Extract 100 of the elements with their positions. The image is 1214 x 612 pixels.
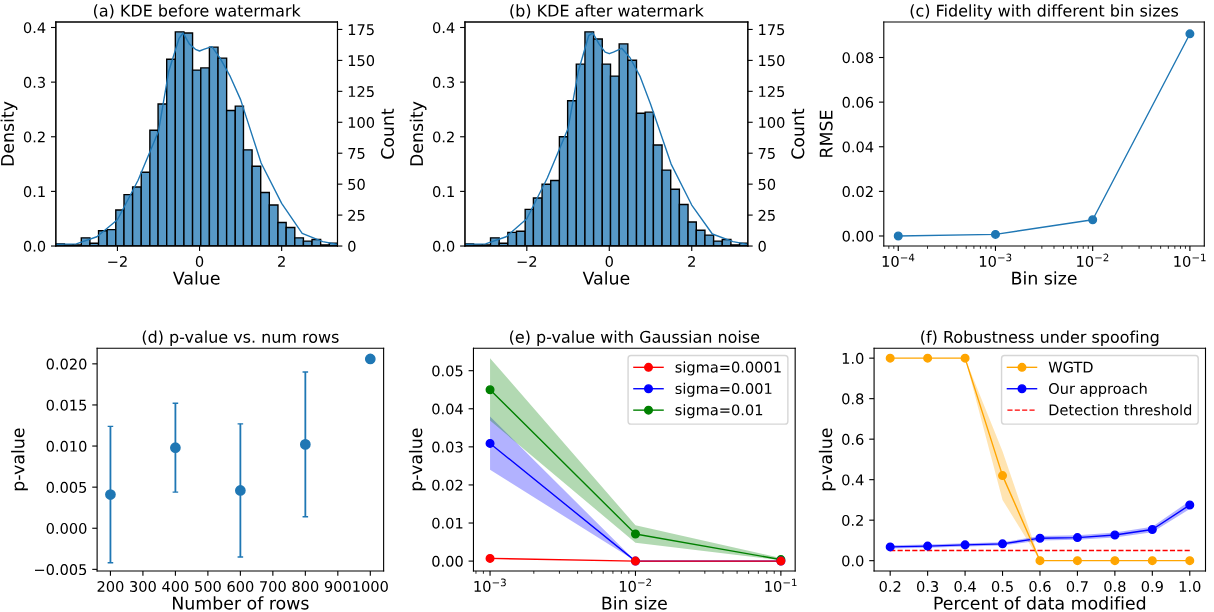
y-axis-title: p-value bbox=[818, 428, 836, 491]
y-tick-label: 0.020 bbox=[46, 358, 87, 370]
y-tick-label: 0.015 bbox=[46, 399, 87, 411]
x-tick-label: 0.4 bbox=[954, 580, 976, 593]
y-axis-title: Density bbox=[0, 101, 18, 166]
y2-tick-label: 125 bbox=[348, 86, 374, 98]
y2-tick-label: 150 bbox=[759, 55, 785, 67]
y-tick-label: 0.03 bbox=[432, 441, 463, 453]
x-tick-label: 200 bbox=[97, 580, 124, 593]
y-tick-label: 0.02 bbox=[842, 186, 873, 198]
y-tick-label: 0.005 bbox=[46, 481, 87, 493]
y-tick-label: 0.3 bbox=[23, 76, 45, 88]
y-tick-label: 0.06 bbox=[842, 96, 874, 108]
y-tick-label: 0.6 bbox=[842, 433, 864, 445]
y-axis-title: p-value bbox=[11, 428, 28, 491]
x-tick-label: 1000 bbox=[353, 580, 388, 593]
x-tick-label: 1.0 bbox=[1179, 580, 1201, 593]
y-tick-label: 0.1 bbox=[433, 186, 454, 198]
x-axis-title: Value bbox=[172, 271, 220, 285]
legend-label: WGTD bbox=[1048, 361, 1093, 373]
chart-title: (f) Robustness under spoofing bbox=[921, 330, 1159, 346]
y2-tick-label: 75 bbox=[758, 148, 775, 159]
y-tick-label: 0.0 bbox=[23, 240, 46, 252]
y2-axis-title: Count bbox=[791, 108, 805, 159]
y2-tick-label: 25 bbox=[758, 209, 775, 221]
x-tick-label: −2 bbox=[108, 256, 127, 267]
legend-label: sigma=0.01 bbox=[675, 404, 763, 419]
x-tick-label: 600 bbox=[227, 580, 254, 593]
y2-tick-label: 0 bbox=[758, 240, 766, 252]
chart-title: (d) p-value vs. num rows bbox=[142, 330, 339, 346]
x-tick-label: 0.3 bbox=[917, 580, 939, 593]
y2-tick-label: 150 bbox=[348, 55, 375, 67]
x-tick-label: 2 bbox=[278, 256, 285, 267]
x-axis-title: Bin size bbox=[1012, 271, 1077, 285]
x-tick-label: 800 bbox=[292, 580, 319, 593]
y-tick-label: 0.2 bbox=[433, 131, 454, 143]
y-axis-title: Density bbox=[409, 101, 427, 166]
x-tick-label: 10$^{−4}$ bbox=[882, 253, 915, 267]
x-tick-label: 10$^{−1}$ bbox=[1174, 253, 1206, 267]
chart-title: (e) p-value with Gaussian noise bbox=[510, 330, 760, 346]
x-tick-label: 900 bbox=[324, 580, 351, 593]
y-tick-label: 0.0 bbox=[433, 240, 455, 252]
y2-tick-label: 75 bbox=[348, 148, 365, 159]
x-tick-label: −2 bbox=[517, 256, 537, 267]
x-tick-label: 0.6 bbox=[1029, 580, 1051, 593]
y-tick-label: 0.0 bbox=[842, 555, 864, 567]
y-tick-label: 0.010 bbox=[46, 440, 87, 452]
x-tick-label: 10$^{−3}$ bbox=[979, 253, 1012, 267]
y2-tick-label: 100 bbox=[348, 116, 375, 129]
y-tick-label: 0.04 bbox=[432, 403, 463, 415]
x-tick-label: 0.7 bbox=[1066, 580, 1088, 593]
y-tick-label: −0.005 bbox=[34, 564, 87, 576]
x-axis-title: Number of rows bbox=[173, 596, 309, 610]
y-tick-label: 0.00 bbox=[432, 555, 463, 567]
x-tick-label: 400 bbox=[162, 580, 189, 593]
y-tick-label: 0.01 bbox=[432, 517, 463, 529]
chart-title: (b) KDE after watermark bbox=[510, 4, 704, 19]
x-tick-label: 10$^{−3}$ bbox=[474, 578, 506, 592]
chart-title: (a) KDE before watermark bbox=[93, 4, 301, 19]
y-tick-label: 0.000 bbox=[46, 522, 87, 534]
y-tick-label: 0.02 bbox=[432, 479, 463, 491]
y-tick-label: 0.05 bbox=[432, 365, 463, 377]
y2-axis-title: Count bbox=[380, 108, 395, 159]
y-tick-label: 0.3 bbox=[433, 76, 455, 88]
x-tick-label: 10$^{−1}$ bbox=[765, 578, 797, 592]
y-tick-label: 0.1 bbox=[23, 186, 45, 198]
x-tick-label: 500 bbox=[195, 580, 221, 593]
y-axis-title: p-value bbox=[408, 428, 426, 491]
x-tick-label: 0.2 bbox=[879, 580, 901, 593]
x-tick-label: 2 bbox=[688, 256, 695, 267]
y2-tick-label: 100 bbox=[759, 116, 785, 129]
legend-label: sigma=0.001 bbox=[675, 382, 772, 397]
y2-tick-label: 50 bbox=[758, 178, 776, 190]
chart-title: (c) Fidelity with different bin sizes bbox=[910, 4, 1179, 20]
y-tick-label: 0.2 bbox=[23, 131, 45, 143]
x-tick-label: 0 bbox=[605, 256, 613, 268]
x-tick-label: 10$^{−2}$ bbox=[1077, 253, 1109, 267]
x-axis-title: Percent of data modified bbox=[934, 596, 1146, 610]
legend-label: Our approach bbox=[1049, 382, 1147, 397]
y-tick-label: 0.08 bbox=[842, 52, 874, 64]
x-tick-label: 700 bbox=[260, 580, 286, 593]
y-tick-label: 0.8 bbox=[842, 393, 864, 405]
y2-tick-label: 125 bbox=[759, 86, 785, 98]
x-axis-title: Bin size bbox=[602, 596, 667, 610]
x-tick-label: 0.5 bbox=[991, 580, 1013, 593]
y-tick-label: 1.0 bbox=[842, 352, 864, 364]
y2-tick-label: 175 bbox=[348, 24, 374, 36]
y-tick-label: 0.4 bbox=[23, 22, 46, 34]
y2-tick-label: 175 bbox=[759, 24, 785, 36]
y2-tick-label: 25 bbox=[348, 209, 365, 221]
y-tick-label: 0.00 bbox=[842, 230, 874, 242]
y2-tick-label: 50 bbox=[348, 178, 365, 190]
y-tick-label: 0.04 bbox=[842, 141, 874, 153]
y-tick-label: 0.2 bbox=[842, 514, 863, 526]
y-tick-label: 0.4 bbox=[433, 22, 455, 34]
x-tick-label: 0.9 bbox=[1141, 580, 1163, 593]
x-tick-label: 0.8 bbox=[1104, 580, 1126, 593]
x-tick-label: 0 bbox=[195, 256, 204, 268]
y-axis-title: RMSE bbox=[819, 110, 833, 157]
legend-label: sigma=0.0001 bbox=[675, 361, 781, 376]
